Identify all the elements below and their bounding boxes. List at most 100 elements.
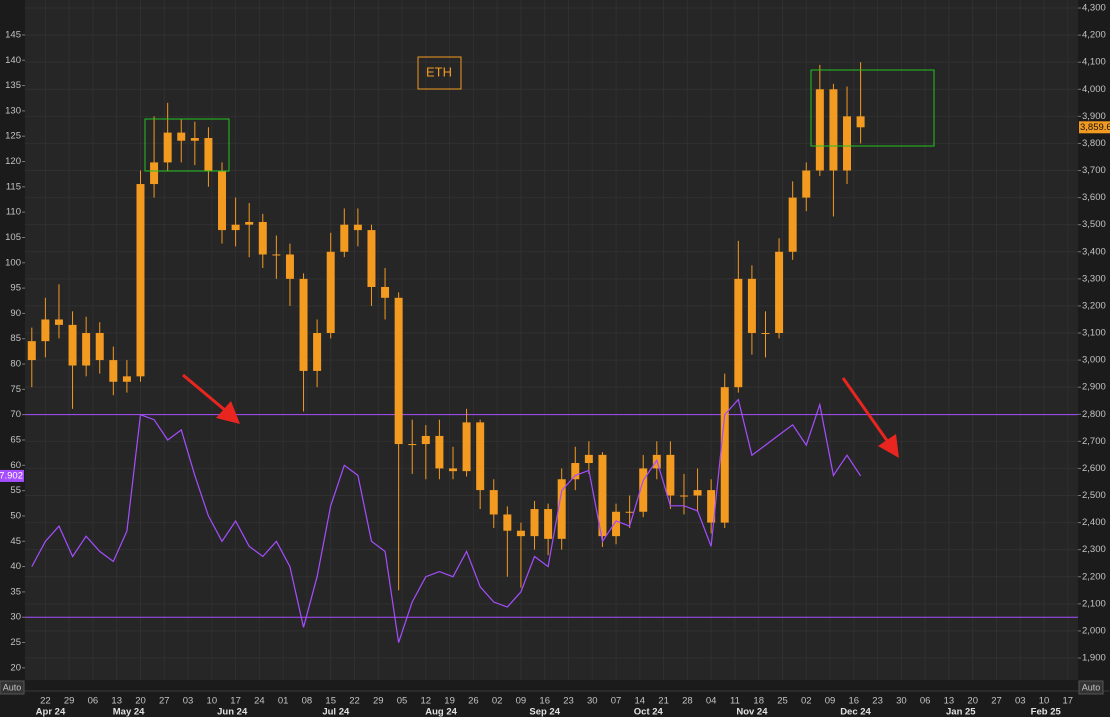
x-tick-label: 20 <box>135 696 146 707</box>
candle-body <box>190 138 199 141</box>
candle-body <box>639 468 648 512</box>
candle-body <box>27 341 36 361</box>
y2-tick-label: 2,800 <box>1082 409 1106 420</box>
candle-body <box>381 286 390 298</box>
candle-body <box>707 490 716 523</box>
candle-body <box>747 278 756 334</box>
candle-body <box>829 89 838 171</box>
y-tick-label: 105 <box>5 232 21 243</box>
scale-button[interactable] <box>0 680 25 695</box>
y2-tick-label: 4,100 <box>1082 57 1106 68</box>
scale-button-label[interactable]: Auto <box>3 682 22 692</box>
x-tick-label: 10 <box>207 696 218 707</box>
x-tick-label: 07 <box>611 696 622 707</box>
x-tick-label: 02 <box>492 696 503 707</box>
candle-body <box>54 319 63 325</box>
candle-body <box>489 490 498 515</box>
y-tick-label: 60 <box>10 460 21 471</box>
x-tick-label: 28 <box>682 696 693 707</box>
y-tick-label: 120 <box>5 156 21 167</box>
y2-tick-label: 3,400 <box>1082 246 1106 257</box>
x-tick-label: 09 <box>825 696 836 707</box>
candle-body <box>734 278 743 388</box>
candle-body <box>41 319 50 342</box>
month-label: Jun 24 <box>217 707 248 717</box>
last-value-tag <box>1079 121 1110 134</box>
scale-button-label[interactable]: Auto <box>1082 682 1101 692</box>
month-label: Apr 24 <box>36 707 66 717</box>
month-label: Dec 24 <box>840 707 871 717</box>
candle-body <box>815 89 824 171</box>
candle-body <box>802 170 811 198</box>
candle-body <box>625 511 634 513</box>
y2-tick-label: 3,000 <box>1082 355 1106 366</box>
candle-body <box>584 454 593 464</box>
x-tick-label: 23 <box>872 696 883 707</box>
x-tick-label: 16 <box>849 696 860 707</box>
y-tick-label: 75 <box>10 384 21 395</box>
y-tick-label: 90 <box>10 308 21 319</box>
plot-area <box>25 0 1078 680</box>
candle-body <box>245 221 254 225</box>
y2-tick-label: 2,400 <box>1082 517 1106 528</box>
x-tick-label: 17 <box>230 696 241 707</box>
arrow <box>182 373 240 424</box>
y-tick-label: 80 <box>10 359 21 370</box>
x-tick-label: 26 <box>468 696 479 707</box>
y-tick-label: 140 <box>5 55 21 66</box>
y-tick-label: 30 <box>10 612 21 623</box>
candle-body <box>666 454 675 496</box>
candle-body <box>679 495 688 497</box>
candle-body <box>843 116 852 171</box>
y-tick-label: 65 <box>10 435 21 446</box>
candle-body <box>204 138 213 171</box>
legend-box <box>417 56 462 90</box>
y-tick-label: 50 <box>10 510 21 521</box>
month-label: Nov 24 <box>736 707 768 717</box>
x-tick-label: 02 <box>801 696 812 707</box>
y-tick-label: 20 <box>10 662 21 673</box>
candle-body <box>856 116 865 128</box>
y-tick-label: 135 <box>5 80 21 91</box>
x-tick-label: 29 <box>373 696 384 707</box>
y2-tick-label: 4,300 <box>1082 3 1106 14</box>
x-tick-label: 09 <box>516 696 527 707</box>
y2-tick-label: 3,100 <box>1082 328 1106 339</box>
candle-body <box>612 511 621 537</box>
x-tick-label: 13 <box>111 696 122 707</box>
candle-body <box>571 463 580 480</box>
candle-body <box>761 333 770 335</box>
x-tick-label: 11 <box>730 696 740 707</box>
y-tick-label: 145 <box>5 29 21 40</box>
y2-tick-label: 3,900 <box>1082 111 1106 122</box>
candle-body <box>326 251 335 334</box>
y-tick-label: 35 <box>10 586 21 597</box>
y-tick-label: 100 <box>5 257 21 268</box>
y2-tick-label: 4,200 <box>1082 30 1106 41</box>
candle-body <box>720 387 729 523</box>
candle-body <box>109 360 118 382</box>
x-tick-label: 13 <box>944 696 955 707</box>
candle-body <box>218 170 227 231</box>
x-tick-label: 21 <box>658 696 669 707</box>
y2-tick-label: 2,600 <box>1082 463 1106 474</box>
x-tick-label: 20 <box>967 696 978 707</box>
y2-tick-label: 3,600 <box>1082 192 1106 203</box>
candle-body <box>503 514 512 531</box>
line-series <box>31 398 862 643</box>
last-value-label: 57.902 <box>0 470 23 481</box>
candle-body <box>476 422 485 491</box>
y-tick-label: 85 <box>10 333 21 344</box>
y-tick-label: 25 <box>10 637 21 648</box>
scale-button[interactable] <box>1078 680 1104 695</box>
x-tick-label: 22 <box>40 696 51 707</box>
candle-body <box>340 224 349 252</box>
y2-tick-label: 3,300 <box>1082 273 1106 284</box>
candle-body <box>367 230 376 287</box>
x-tick-label: 15 <box>325 696 336 707</box>
x-tick-label: 14 <box>635 696 646 707</box>
y-tick-label: 55 <box>10 485 21 496</box>
candle-body <box>516 530 525 537</box>
y-tick-label: 40 <box>10 561 21 572</box>
